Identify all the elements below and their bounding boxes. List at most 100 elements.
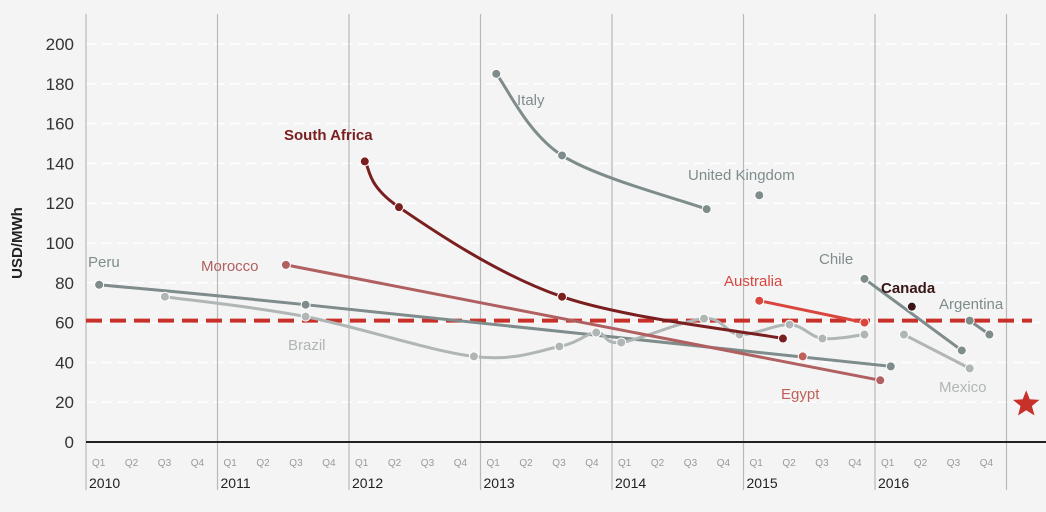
series-label-chile: Chile [819,251,853,268]
y-tick-label: 0 [65,433,74,452]
data-point-brazil [859,329,870,340]
data-point-south-africa [777,333,788,344]
quarter-label: Q1 [355,458,369,469]
quarter-label: Q4 [717,458,731,469]
quarter-label: Q1 [224,458,238,469]
series-label-australia: Australia [724,273,783,290]
y-tick-label: 80 [55,274,74,293]
y-tick-label: 40 [55,353,74,372]
quarter-label: Q4 [454,458,468,469]
data-point-brazil [616,337,627,348]
quarter-label: Q3 [684,458,698,469]
quarter-label: Q4 [322,458,336,469]
year-label: 2010 [89,475,120,491]
quarter-label: Q2 [388,458,402,469]
star-marker [1012,390,1040,416]
series-label-italy: Italy [517,92,545,109]
quarter-label: Q1 [618,458,632,469]
quarter-label: Q1 [92,458,106,469]
series-label-egypt: Egypt [781,386,820,403]
data-point-south-africa [557,291,568,302]
data-point-south-africa [393,202,404,213]
quarter-label: Q1 [487,458,501,469]
data-point-canada [906,301,917,312]
quarter-label: Q1 [750,458,764,469]
y-tick-label: 200 [46,35,74,54]
series-line-australia [757,299,866,325]
y-tick-label: 160 [46,115,74,134]
y-tick-label: 140 [46,154,74,173]
data-point-brazil [159,291,170,302]
data-point-brazil [554,341,565,352]
quarter-label: Q3 [552,458,566,469]
quarter-label: Q2 [125,458,139,469]
series-label-united-kingdom: United Kingdom [688,167,795,184]
data-point-australia [754,295,765,306]
data-point-argentina [984,329,995,340]
data-point-italy [491,68,502,79]
year-label: 2012 [352,475,383,491]
series-line-morocco [284,263,882,382]
data-point-morocco [875,375,886,386]
quarter-label: Q2 [914,458,928,469]
y-tick-label: 180 [46,75,74,94]
series-line-chile [862,277,964,352]
series-label-canada: Canada [881,280,936,297]
data-point-brazil [300,311,311,322]
y-tick-label: 100 [46,234,74,253]
quarter-label: Q3 [815,458,829,469]
series-line-south-africa [363,159,785,341]
y-tick-label: 60 [55,314,74,333]
y-axis-label: USD/MWh [9,207,26,279]
quarter-label: Q4 [848,458,862,469]
year-label: 2015 [747,475,778,491]
data-point-brazil [784,319,795,330]
series-label-argentina: Argentina [939,296,1004,313]
series-label-peru: Peru [88,254,120,271]
y-tick-label: 120 [46,194,74,213]
series-line-peru [97,283,893,368]
data-point-egypt [797,351,808,362]
year-label: 2013 [484,475,515,491]
data-point-united-kingdom [754,190,765,201]
data-point-peru [885,361,896,372]
y-tick-label: 20 [55,393,74,412]
data-point-brazil [591,327,602,338]
data-point-mexico [964,363,975,374]
data-point-south-africa [359,156,370,167]
quarter-label: Q2 [256,458,270,469]
data-point-chile [859,273,870,284]
quarter-label: Q2 [519,458,533,469]
quarter-label: Q3 [158,458,172,469]
year-label: 2011 [221,475,251,491]
data-point-chile [956,345,967,356]
data-point-argentina [964,315,975,326]
data-point-italy [701,204,712,215]
data-point-australia [859,317,870,328]
data-point-peru [300,299,311,310]
year-label: 2014 [615,475,646,491]
series-label-brazil: Brazil [288,337,326,354]
quarter-label: Q4 [980,458,994,469]
data-point-brazil [699,313,710,324]
data-point-morocco [280,259,291,270]
quarter-label: Q4 [585,458,599,469]
quarter-label: Q3 [947,458,961,469]
data-point-brazil [468,351,479,362]
data-point-italy [557,150,568,161]
quarter-label: Q4 [191,458,205,469]
quarter-label: Q3 [421,458,435,469]
quarter-label: Q3 [289,458,303,469]
year-label: 2016 [878,475,909,491]
data-point-peru [94,279,105,290]
series-line-mexico [902,333,972,370]
quarter-label: Q2 [782,458,796,469]
quarter-label: Q1 [881,458,895,469]
series-label-mexico: Mexico [939,379,987,396]
series-label-south-africa: South Africa [284,127,373,144]
data-point-mexico [898,329,909,340]
series-label-morocco: Morocco [201,258,259,275]
quarter-label: Q2 [651,458,665,469]
